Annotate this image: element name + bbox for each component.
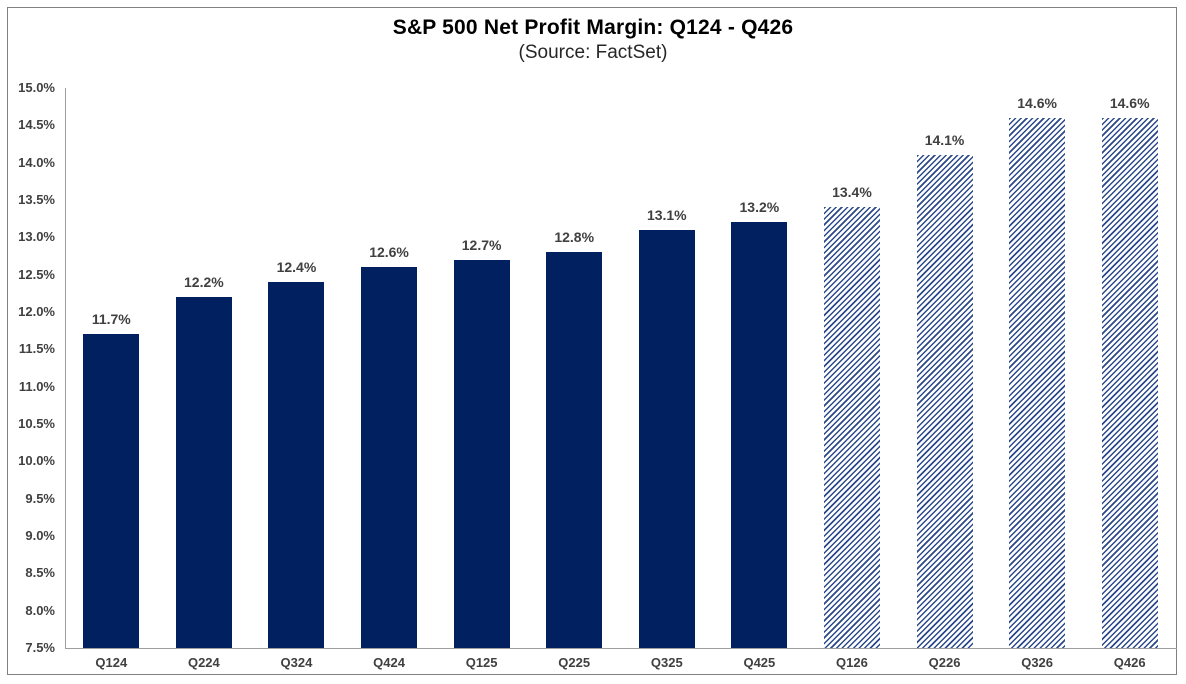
bar-value-label: 13.2%	[739, 199, 780, 216]
x-tick-label: Q124	[95, 655, 128, 670]
x-tick-label: Q424	[373, 655, 405, 670]
bar-estimate	[1009, 117, 1066, 648]
bar-value-label: 14.1%	[924, 132, 965, 149]
x-tick-label: Q225	[558, 655, 591, 670]
bar	[175, 297, 232, 648]
bar-estimate	[823, 207, 880, 648]
bar-estimate	[1101, 117, 1158, 648]
x-tick-label: Q126	[836, 655, 868, 670]
bar	[83, 334, 140, 648]
bar	[638, 229, 695, 648]
bar	[731, 222, 788, 648]
bar	[268, 282, 325, 648]
bar	[453, 259, 510, 648]
bar-value-label: 14.6%	[1017, 94, 1057, 111]
bar-estimate	[916, 155, 973, 648]
x-tick-label: Q326	[1021, 655, 1054, 670]
bar-value-label: 14.6%	[1109, 94, 1150, 111]
bar	[546, 252, 603, 648]
x-tick-label: Q226	[928, 655, 961, 670]
x-tick-label: Q324	[280, 655, 313, 670]
y-tick-label: 14.0%	[18, 154, 55, 170]
x-axis-line	[65, 648, 1177, 649]
y-tick-label: 12.0%	[18, 304, 55, 319]
y-tick-label: 7.5%	[25, 640, 55, 655]
x-tick-label: Q425	[743, 655, 776, 670]
y-tick-label: 10.5%	[18, 416, 55, 431]
x-tick-label: Q325	[650, 655, 683, 670]
x-tick-label: Q125	[465, 655, 498, 670]
y-tick-label: 13.5%	[18, 192, 55, 207]
plot-area: 11.7% 12.2% 12.4% 12.6% 12.7% 12.8% 13.1% 13.2%…	[65, 88, 1176, 648]
y-axis-line	[65, 88, 66, 648]
chart-subtitle: (Source: FactSet)	[518, 42, 668, 63]
x-tick-label: Q426	[1113, 655, 1146, 670]
y-tick-label: 11.0%	[18, 378, 55, 394]
bar-value-label: 12.6%	[369, 244, 409, 261]
bar-value-label: 12.4%	[276, 259, 317, 276]
y-tick-label: 15.0%	[18, 80, 55, 95]
bar-value-label: 12.7%	[461, 236, 502, 253]
chart-title: S&P 500 Net Profit Margin: Q124 - Q426	[392, 16, 794, 39]
y-tick-label: 13.0%	[18, 229, 55, 245]
y-tick-label: 11.5%	[18, 341, 55, 357]
y-tick-label: 14.5%	[18, 117, 55, 133]
y-tick-label: 8.5%	[25, 565, 55, 581]
bar-value-label: 13.1%	[646, 206, 687, 223]
bar-value-label: 13.4%	[832, 184, 872, 201]
bar	[361, 267, 418, 648]
y-tick-label: 9.5%	[25, 490, 55, 506]
x-tick-label: Q224	[187, 655, 220, 670]
bar-value-label: 12.8%	[554, 229, 595, 246]
bar-value-label: 11.7%	[91, 311, 131, 328]
y-tick-label: 10.0%	[18, 453, 55, 469]
y-tick-label: 8.0%	[25, 602, 55, 618]
y-tick-label: 12.5%	[18, 266, 55, 282]
y-tick-label: 9.0%	[25, 528, 55, 543]
bar-value-label: 12.2%	[184, 274, 224, 291]
